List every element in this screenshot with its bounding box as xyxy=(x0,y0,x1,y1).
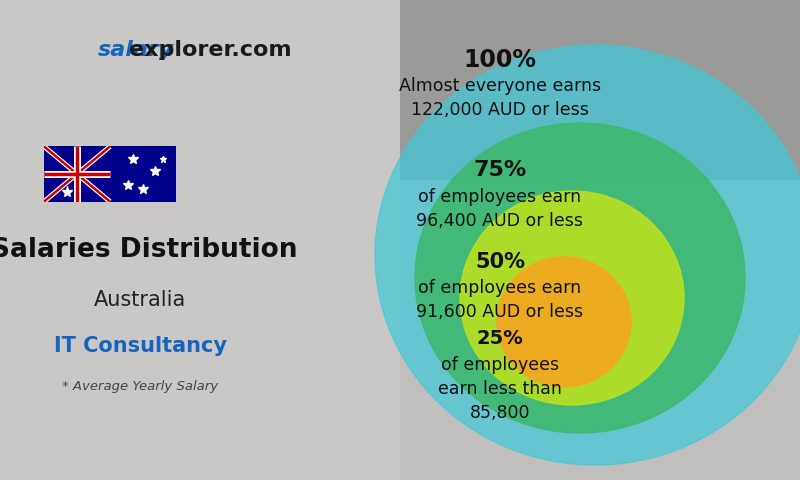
Ellipse shape xyxy=(460,191,684,405)
Text: 75%: 75% xyxy=(474,160,526,180)
Text: IT Consultancy: IT Consultancy xyxy=(54,336,226,356)
Ellipse shape xyxy=(497,257,631,387)
Text: 25%: 25% xyxy=(477,329,523,348)
Text: * Average Yearly Salary: * Average Yearly Salary xyxy=(62,380,218,393)
Text: 85,800: 85,800 xyxy=(470,404,530,422)
Text: of employees earn: of employees earn xyxy=(418,279,582,297)
Text: 100%: 100% xyxy=(463,48,537,72)
Ellipse shape xyxy=(375,45,800,465)
Text: explorer.com: explorer.com xyxy=(129,40,291,60)
Text: Australia: Australia xyxy=(94,290,186,310)
Text: Salaries Distribution: Salaries Distribution xyxy=(0,237,298,263)
Text: earn less than: earn less than xyxy=(438,380,562,398)
Text: 50%: 50% xyxy=(475,252,525,272)
Text: 91,600 AUD or less: 91,600 AUD or less xyxy=(417,303,583,321)
FancyBboxPatch shape xyxy=(0,0,400,480)
Text: of employees earn: of employees earn xyxy=(418,188,582,206)
Text: 122,000 AUD or less: 122,000 AUD or less xyxy=(411,101,589,120)
FancyBboxPatch shape xyxy=(400,0,800,180)
Text: 96,400 AUD or less: 96,400 AUD or less xyxy=(417,212,583,230)
Ellipse shape xyxy=(415,123,745,433)
FancyBboxPatch shape xyxy=(42,145,178,203)
Text: salary: salary xyxy=(98,40,174,60)
Text: of employees: of employees xyxy=(441,356,559,374)
Text: Almost everyone earns: Almost everyone earns xyxy=(399,77,601,96)
